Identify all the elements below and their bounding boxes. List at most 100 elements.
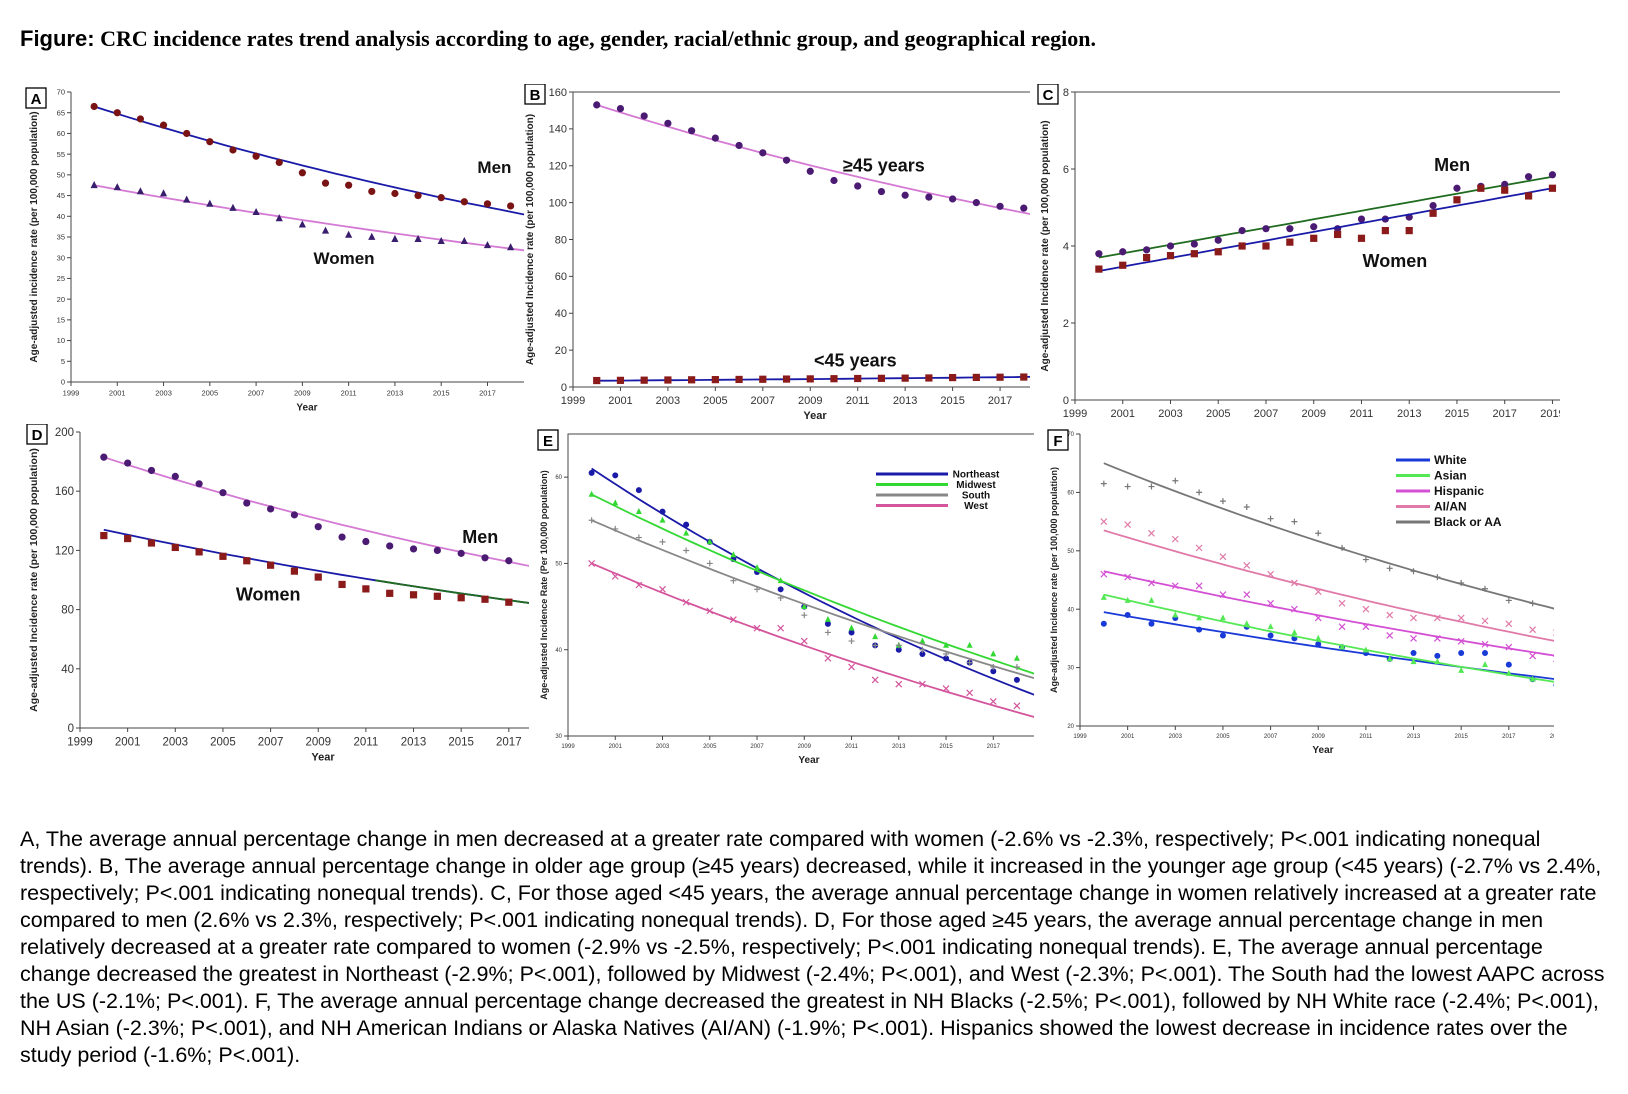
y-tick-label: 20 [57,295,65,304]
y-tick-label: 50 [57,170,65,179]
data-point [640,376,648,384]
data-point [1410,614,1417,622]
data-point [206,138,214,146]
data-point [848,638,855,645]
data-point [616,104,625,113]
panel-letter-box [1047,429,1069,451]
y-tick-label: 80 [555,234,567,246]
data-point [989,698,997,705]
data-point [362,537,370,546]
data-point [1548,184,1557,192]
data-point [1481,617,1489,625]
data-point [460,198,468,206]
data-point [1315,634,1322,641]
x-tick-label: 2001 [609,744,623,750]
figure-title-prefix: Figure: [20,26,95,51]
x-tick-label: 2007 [248,389,265,398]
data-point [754,564,761,571]
data-point [1548,171,1557,179]
data-point [1410,650,1417,656]
data-point [1386,565,1393,572]
data-point [183,195,191,203]
data-point [682,598,690,606]
data-point [1262,225,1270,233]
data-point [824,615,831,622]
x-tick-label: 2003 [155,389,172,398]
data-point [1100,570,1108,578]
x-tick-label: 2005 [1216,734,1230,740]
data-point [1100,593,1107,600]
x-tick-label: 1999 [561,744,575,750]
data-point [777,577,784,584]
data-point [314,573,322,581]
x-tick-label: 2007 [751,395,775,407]
data-point [588,517,595,524]
y-tick-label: 50 [1067,549,1074,555]
chart-panel-a: 0 5 10 15 20 25 30 35 40 45 50 55 60 65 70 1999 2001 2003… [25,87,524,414]
trend-line-men [93,105,524,216]
y-tick-label: 30 [555,734,562,740]
data-point [1238,242,1246,250]
y-tick-label: 5 [61,357,65,366]
data-point [1482,661,1488,668]
data-point [1171,535,1179,543]
trend-line--45-years [596,104,1030,215]
data-point [830,375,838,383]
data-point [100,453,108,461]
data-point [754,586,761,593]
data-point [664,119,672,127]
chart-panel-f: 20 30 40 50 60 70 1999 2001 2003 2005 2007 2009 2011… [1047,429,1554,756]
x-tick-label: 2003 [656,744,670,750]
data-point [1529,600,1536,607]
data-point [943,651,950,658]
x-tick-label: 2013 [1407,734,1421,740]
y-axis-label: Age-adjusted Incidence rate (per 100,000… [28,448,40,712]
data-point [706,560,713,567]
data-point [206,199,214,207]
data-point [1482,585,1488,592]
x-tick-label: 2015 [939,744,953,750]
data-point [688,127,696,135]
panel-letter-box [1037,84,1059,105]
data-point [612,525,619,532]
data-point [229,203,237,211]
series-annotation: ≥45 years [843,155,925,175]
data-point [877,187,886,196]
x-tick-label: 2007 [1254,408,1278,420]
legend-label: Northeast [953,470,1000,481]
plot-frame-b [572,91,1030,388]
data-point [136,115,145,123]
data-point [1386,632,1394,639]
data-point [1362,623,1370,631]
data-point [1148,579,1155,587]
y-tick-label: 6 [1063,164,1069,176]
y-tick-label: 40 [555,648,562,654]
data-point [1148,529,1155,537]
data-point [854,374,862,383]
x-tick-label: 1999 [1063,408,1087,420]
data-point [321,179,330,187]
y-tick-label: 60 [1067,491,1074,497]
series-annotation: <45 years [814,351,897,371]
data-point [368,232,376,240]
data-point [759,375,767,383]
data-point [848,624,855,631]
data-point [1453,196,1461,204]
y-tick-label: 4 [1063,241,1069,253]
data-point [1190,250,1198,258]
data-point [409,591,418,599]
data-point [1195,582,1203,590]
data-point [706,538,713,545]
series-annotation: Women [236,585,301,605]
y-tick-label: 200 [55,427,74,439]
data-point [593,376,601,385]
data-point [298,169,306,177]
data-point [800,637,808,645]
data-point [753,624,761,632]
x-tick-label: 2013 [1397,408,1421,420]
data-point [966,641,973,648]
series-annotation: Men [462,527,498,547]
x-tick-label: 2005 [1206,408,1230,420]
data-point [1434,574,1441,581]
data-point [275,214,283,222]
